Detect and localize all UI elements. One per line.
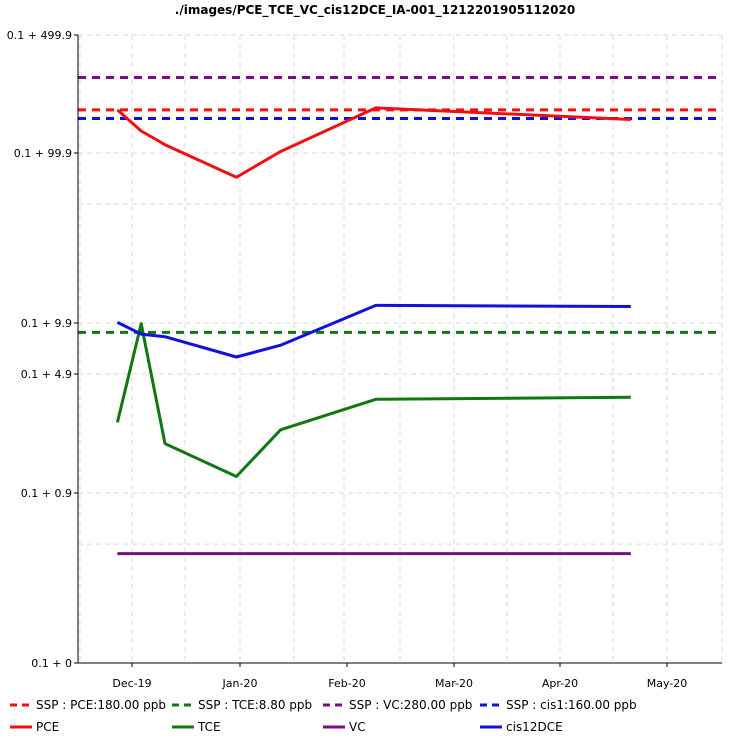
y-tick-label: 0.1 + 4.9 — [21, 368, 72, 381]
legend-label: cis12DCE — [506, 720, 563, 734]
y-tick-label: 0.1 + 499.9 — [7, 29, 72, 42]
chart-title: ./images/PCE_TCE_VC_cis12DCE_IA-001_1212… — [175, 3, 575, 18]
y-tick-label: 0.1 + 0 — [31, 657, 72, 670]
ssp-lines — [78, 76, 722, 334]
series-lines — [115, 106, 631, 556]
series-line — [116, 106, 631, 179]
x-tick-label: May-20 — [647, 677, 688, 690]
legend: SSP : PCE:180.00 ppb SSP : TCE:8.80 ppb SS… — [10, 698, 637, 734]
y-tick-label: 0.1 + 99.9 — [14, 147, 72, 160]
grid-layer — [78, 34, 723, 663]
x-tick-label: Dec-19 — [112, 677, 151, 690]
legend-label: TCE — [197, 720, 221, 734]
series-line — [116, 303, 631, 359]
axes: 0.1 + 499.9 0.1 + 99.9 0.1 + 9.9 0.1 + 4.9 0… — [7, 29, 722, 690]
legend-label: SSP : PCE:180.00 ppb — [36, 698, 166, 712]
legend-label: SSP : VC:280.00 ppb — [349, 698, 472, 712]
y-tick-label: 0.1 + 0.9 — [21, 487, 72, 500]
legend-label: SSP : cis1:160.00 ppb — [506, 698, 637, 712]
y-tick-label: 0.1 + 9.9 — [21, 317, 72, 330]
x-tick-label: Mar-20 — [435, 677, 473, 690]
x-tick-label: Jan-20 — [222, 677, 258, 690]
x-tick-label: Apr-20 — [542, 677, 578, 690]
legend-label: VC — [349, 720, 366, 734]
legend-label: SSP : TCE:8.80 ppb — [198, 698, 312, 712]
legend-label: PCE — [36, 720, 59, 734]
x-tick-label: Feb-20 — [328, 677, 365, 690]
series-line — [115, 322, 631, 478]
